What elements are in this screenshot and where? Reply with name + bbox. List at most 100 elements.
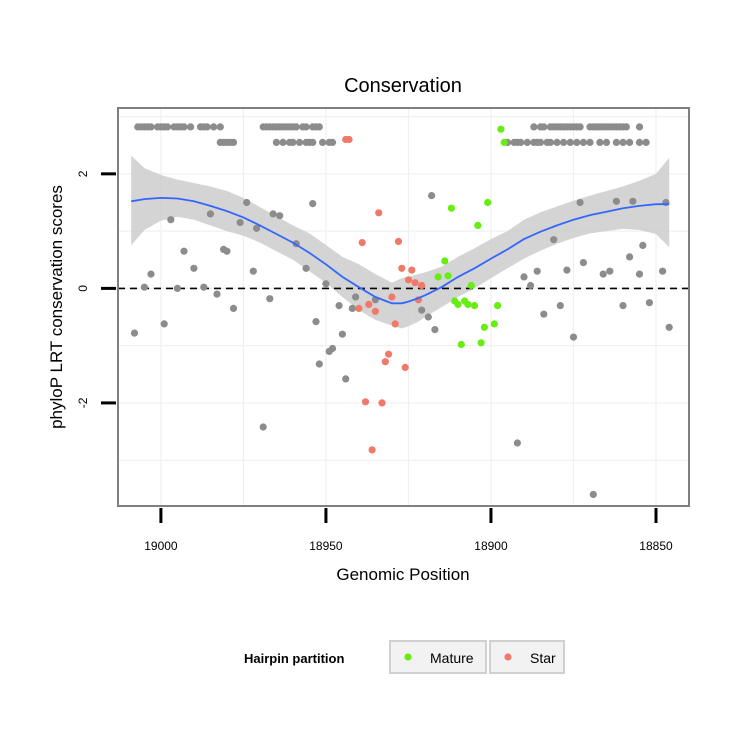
chart-title: Conservation: [344, 75, 462, 97]
point-other: [576, 123, 584, 131]
point-star: [345, 135, 353, 144]
point-other: [602, 138, 611, 146]
point-other: [431, 326, 439, 334]
point-other: [213, 290, 221, 298]
point-star: [375, 209, 383, 217]
point-mature: [474, 221, 482, 229]
point-other: [167, 216, 175, 224]
point-mature: [447, 204, 455, 212]
point-other: [527, 281, 535, 290]
point-mature: [497, 125, 505, 133]
point-star: [385, 350, 393, 358]
point-other: [187, 123, 195, 131]
point-star: [365, 300, 373, 308]
point-other: [130, 329, 139, 337]
point-star: [381, 358, 389, 366]
point-star: [378, 399, 386, 407]
point-other: [586, 138, 594, 146]
x-tick-label: 19000: [144, 539, 178, 553]
point-other: [259, 423, 267, 431]
point-other: [302, 264, 310, 272]
point-other: [629, 197, 637, 205]
point-other: [622, 123, 630, 131]
point-other: [612, 138, 621, 146]
point-other: [533, 267, 541, 275]
point-other: [315, 360, 323, 368]
point-other: [560, 138, 568, 146]
point-mature: [477, 339, 485, 347]
point-other: [319, 138, 327, 146]
point-other: [563, 266, 571, 274]
point-star: [388, 293, 396, 301]
point-other: [626, 253, 634, 261]
point-mature: [490, 320, 498, 328]
point-other: [173, 284, 181, 292]
point-other: [229, 138, 238, 146]
point-mature: [470, 302, 479, 310]
point-other: [569, 333, 578, 341]
point-star: [371, 307, 379, 315]
point-other: [335, 302, 343, 310]
x-tick-label: 18900: [474, 539, 508, 553]
point-mature: [444, 272, 452, 280]
point-other: [140, 283, 148, 291]
point-mature: [467, 281, 475, 290]
point-star: [361, 398, 370, 406]
point-star: [411, 279, 419, 287]
point-other: [229, 304, 238, 312]
x-tick-label: 18950: [309, 539, 343, 553]
legend-key-mature: [404, 653, 412, 661]
point-other: [428, 192, 436, 200]
point-other: [309, 200, 317, 208]
point-other: [659, 267, 667, 275]
point-star: [418, 281, 426, 290]
panel-border: [117, 107, 690, 507]
point-other: [645, 299, 654, 307]
point-other: [540, 123, 548, 131]
smooth-trend-line: [131, 196, 670, 305]
point-other: [619, 138, 627, 146]
point-other: [216, 123, 224, 131]
point-star: [368, 446, 376, 454]
point-other: [573, 138, 581, 146]
point-other: [556, 302, 564, 310]
x-axis-title: Genomic Position: [336, 565, 469, 584]
point-other: [665, 323, 673, 331]
point-mature: [484, 198, 492, 207]
point-mature: [500, 138, 508, 146]
point-other: [292, 123, 300, 131]
point-other: [180, 123, 188, 131]
point-other: [206, 210, 214, 218]
point-other: [295, 138, 304, 146]
point-other: [147, 270, 155, 278]
point-other: [223, 247, 231, 255]
point-other: [589, 490, 597, 499]
point-other: [279, 138, 287, 146]
y-tick-label: -2: [76, 397, 90, 408]
point-other: [210, 123, 218, 131]
point-other: [424, 313, 432, 321]
x-tick-label: 18850: [639, 539, 673, 553]
point-mature: [454, 300, 462, 308]
point-star: [391, 320, 399, 328]
legend-title: Hairpin partition: [244, 651, 344, 666]
point-other: [315, 123, 323, 131]
point-other: [342, 375, 350, 383]
point-other: [147, 123, 155, 131]
point-other: [536, 138, 545, 146]
point-other: [517, 138, 525, 146]
point-other: [635, 270, 644, 278]
y-axis-title: phyloP LRT conservation scores: [47, 185, 66, 429]
point-other: [596, 138, 604, 146]
point-other: [639, 241, 647, 249]
point-other: [253, 224, 261, 232]
point-star: [401, 363, 409, 371]
point-star: [358, 239, 366, 247]
y-tick-label: 0: [76, 285, 90, 292]
point-other: [642, 138, 650, 146]
point-other: [352, 293, 360, 301]
point-other: [553, 138, 561, 146]
point-other: [626, 138, 634, 146]
point-mature: [494, 302, 502, 310]
point-other: [236, 218, 244, 227]
